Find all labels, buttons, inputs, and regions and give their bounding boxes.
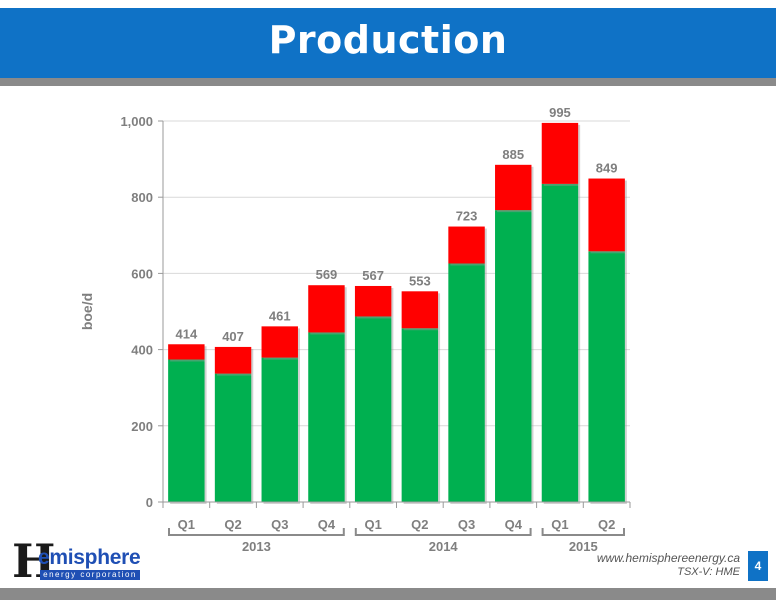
bar-base-segment	[401, 328, 439, 502]
year-group-bracket	[168, 528, 345, 536]
x-tick-label: Q3	[458, 517, 475, 532]
logo-wordmark: emisphere	[38, 546, 141, 569]
y-tick-label: 200	[131, 419, 153, 434]
x-tick-label: Q1	[178, 517, 195, 532]
footer-website[interactable]: www.hemisphereenergy.ca	[596, 551, 740, 565]
bar-total-label: 567	[362, 268, 384, 283]
x-tick-label: Q2	[598, 517, 615, 532]
bar-top-segment	[448, 226, 485, 264]
bar-base-segment	[308, 332, 345, 502]
page-number-badge: 4	[748, 551, 768, 581]
bar-top-segment	[588, 178, 625, 252]
bar-base-segment	[214, 373, 252, 502]
x-tick-label: Q4	[318, 517, 336, 532]
company-logo: H emisphere energy corporation	[12, 538, 141, 584]
year-group-label: 2013	[242, 539, 271, 554]
year-group-label: 2015	[569, 539, 598, 554]
x-tick-label: Q3	[271, 517, 288, 532]
bottom-bar	[0, 588, 776, 600]
x-tick-label: Q2	[224, 517, 241, 532]
bar-top-segment	[495, 164, 532, 211]
y-tick-label: 600	[131, 266, 153, 281]
bar-top-segment	[168, 344, 205, 360]
bar-total-label: 414	[175, 326, 197, 341]
bar-base-segment	[354, 316, 392, 502]
page-title: Production	[268, 18, 508, 62]
bar-total-label: 885	[502, 147, 524, 162]
logo-subtitle: energy corporation	[43, 570, 137, 579]
bar-base-segment	[448, 263, 485, 502]
bar-total-label: 407	[222, 329, 244, 344]
title-bar	[0, 8, 776, 78]
year-group-label: 2014	[429, 539, 459, 554]
x-tick-label: Q1	[551, 517, 568, 532]
y-tick-label: 800	[131, 190, 153, 205]
bar-top-segment	[541, 122, 579, 184]
x-tick-label: Q1	[364, 517, 381, 532]
bar-top-segment	[261, 326, 298, 358]
y-tick-label: 0	[146, 495, 153, 510]
footer-ticker: TSX-V: HME	[677, 566, 740, 578]
logo-subtitle-bar	[40, 570, 140, 580]
year-group-bracket	[354, 528, 532, 536]
bar-total-label: 995	[549, 105, 571, 120]
bar-base-segment	[588, 251, 625, 502]
bar-top-segment	[214, 346, 252, 374]
y-axis-label: boe/d	[79, 293, 95, 330]
year-group-bracket	[541, 528, 625, 536]
bar-total-label: 461	[269, 308, 291, 323]
bar-total-label: 569	[316, 267, 338, 282]
x-tick-label: Q2	[411, 517, 428, 532]
bar-base-segment	[261, 357, 298, 502]
x-tick-label: Q4	[505, 517, 523, 532]
bar-total-label: 723	[456, 209, 478, 224]
bar-base-segment	[495, 210, 532, 503]
y-tick-label: 400	[131, 343, 153, 358]
bar-top-segment	[354, 285, 392, 317]
y-tick-label: 1,000	[120, 114, 153, 129]
bar-total-label: 849	[596, 161, 618, 176]
bar-base-segment	[168, 359, 205, 502]
title-shadow-bar	[0, 78, 776, 86]
bar-top-segment	[308, 285, 345, 333]
bar-base-segment	[541, 183, 579, 503]
bar-total-label: 553	[409, 273, 431, 288]
bar-top-segment	[401, 291, 439, 329]
